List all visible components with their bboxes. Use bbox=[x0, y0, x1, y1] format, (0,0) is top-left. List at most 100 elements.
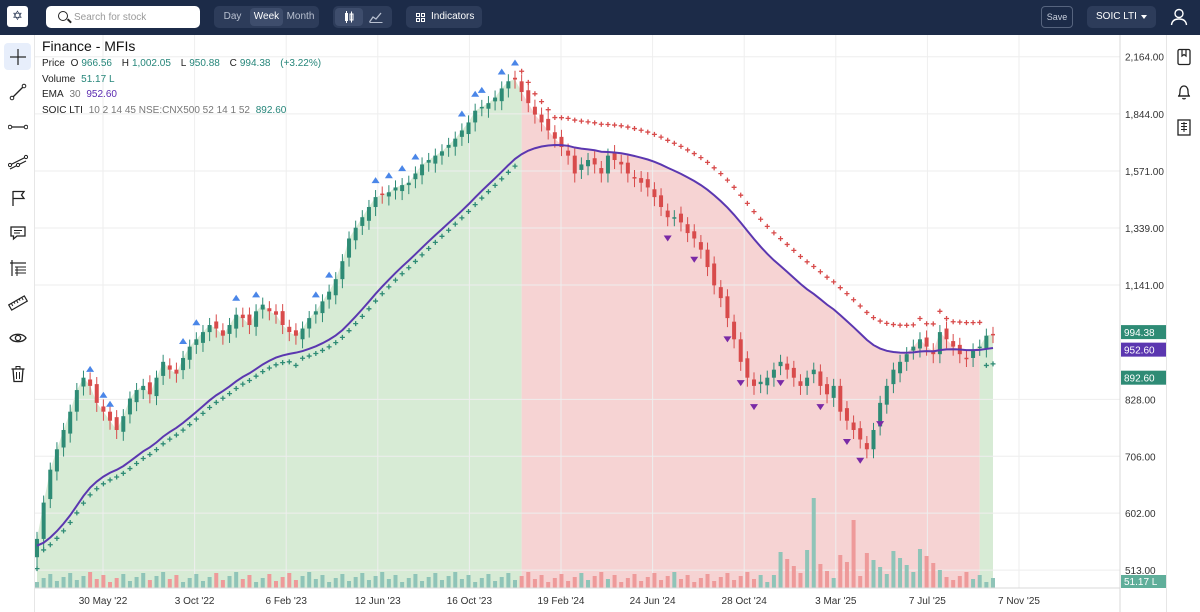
soic-cross bbox=[884, 320, 890, 326]
volume-bar bbox=[678, 579, 683, 588]
candle-body bbox=[260, 304, 265, 310]
symbol-label: SOIC LTI bbox=[1096, 11, 1137, 22]
soic-cross bbox=[738, 192, 744, 198]
timeframe-month[interactable]: Month bbox=[286, 11, 315, 22]
fibonacci-tool[interactable] bbox=[4, 254, 31, 281]
buy-arrow bbox=[371, 177, 380, 184]
volume-bar bbox=[366, 580, 371, 588]
watchlist-button[interactable] bbox=[1172, 45, 1196, 69]
soic-cross bbox=[578, 118, 584, 124]
indicators-button[interactable]: Indicators bbox=[406, 6, 482, 28]
company-info-button[interactable] bbox=[1172, 115, 1196, 139]
ema-price-tag-bg bbox=[1121, 342, 1166, 357]
bull-zone bbox=[979, 334, 993, 588]
alerts-button[interactable] bbox=[1172, 80, 1196, 104]
soic-cross bbox=[505, 169, 511, 175]
symbol-dropdown[interactable]: SOIC LTI bbox=[1087, 6, 1156, 28]
soic-cross bbox=[499, 176, 505, 182]
price-chart[interactable]: 2,164.00 1,844.00 1,571.00 1,339.00 1,141.00… bbox=[35, 35, 1166, 612]
chart-type-selector bbox=[333, 6, 392, 28]
candle-body bbox=[871, 429, 876, 450]
timeframe-day[interactable]: Day bbox=[223, 11, 242, 22]
soic-cross bbox=[193, 416, 199, 422]
close-price-tag-bg bbox=[1121, 325, 1166, 340]
save-button[interactable]: Save bbox=[1041, 6, 1073, 28]
soic-cross bbox=[585, 119, 591, 125]
volume-bar bbox=[924, 556, 929, 588]
candle-body bbox=[400, 185, 405, 192]
ruler-tool[interactable] bbox=[4, 289, 31, 316]
volume-bar bbox=[831, 578, 836, 588]
volume-bar bbox=[274, 581, 278, 588]
candle-body bbox=[586, 160, 591, 167]
timeframe-week[interactable]: Week bbox=[250, 8, 283, 26]
visibility-tool[interactable] bbox=[4, 324, 31, 351]
candle-body bbox=[752, 379, 756, 386]
candle-body bbox=[234, 314, 239, 329]
candlestick-chart-button[interactable] bbox=[335, 8, 363, 26]
close-value: 994.38 bbox=[239, 58, 271, 69]
soic-cross bbox=[439, 233, 445, 239]
search-input[interactable] bbox=[74, 9, 194, 25]
soic-cross bbox=[539, 99, 545, 105]
volume-bar bbox=[393, 575, 398, 588]
soic-cross bbox=[897, 322, 903, 328]
soic-cross bbox=[207, 405, 213, 411]
soic-cross bbox=[466, 208, 472, 214]
volume-bar bbox=[619, 582, 624, 588]
soic-cross bbox=[811, 263, 817, 269]
volume-tag: 51.17 L bbox=[1124, 577, 1158, 588]
app-logo[interactable]: ✡ bbox=[7, 6, 28, 27]
soic-cross bbox=[227, 391, 233, 397]
volume-bar bbox=[738, 576, 743, 588]
candle-body bbox=[579, 164, 584, 170]
candle-body bbox=[718, 287, 723, 299]
candle-body bbox=[991, 333, 995, 336]
soic-cross bbox=[824, 274, 830, 280]
candle-body bbox=[639, 178, 644, 183]
volume-bar bbox=[48, 574, 53, 588]
soic-cross bbox=[758, 216, 764, 222]
horizontal-line-tool[interactable] bbox=[4, 113, 31, 140]
user-account-button[interactable] bbox=[1167, 6, 1191, 28]
candle-body bbox=[227, 325, 232, 334]
volume-bar bbox=[486, 574, 491, 588]
volume-bar bbox=[88, 572, 93, 588]
search-box[interactable] bbox=[46, 6, 200, 28]
soic-cross bbox=[120, 470, 126, 476]
flag-tool[interactable] bbox=[4, 184, 31, 211]
line-chart-button[interactable] bbox=[363, 8, 391, 26]
chart-canvas[interactable]: 2,164.00 1,844.00 1,571.00 1,339.00 1,141.00… bbox=[35, 35, 1166, 612]
sell-arrow bbox=[723, 336, 732, 343]
candle-body bbox=[811, 369, 816, 375]
volume-bars bbox=[35, 498, 995, 588]
delete-tool[interactable] bbox=[4, 360, 31, 387]
price-tick-label: 1,844.00 bbox=[1125, 110, 1164, 121]
comment-tool[interactable] bbox=[4, 219, 31, 246]
candle-body bbox=[74, 390, 79, 412]
soic-cross bbox=[313, 350, 319, 356]
soic-cross bbox=[565, 115, 571, 121]
volume-bar bbox=[712, 581, 717, 588]
volume-bar bbox=[539, 575, 544, 588]
sell-arrow bbox=[690, 256, 699, 263]
volume-bar bbox=[579, 573, 584, 588]
volume-bar bbox=[94, 579, 99, 588]
soic-cross bbox=[472, 202, 478, 208]
candle-body bbox=[566, 150, 571, 156]
date-tick-label: 28 Oct '24 bbox=[722, 596, 768, 607]
candle-body bbox=[446, 144, 451, 148]
volume-bar bbox=[41, 578, 46, 588]
trend-line-tool[interactable] bbox=[4, 78, 31, 105]
channel-tool[interactable] bbox=[4, 148, 31, 175]
volume-bar bbox=[878, 567, 883, 588]
ema-legend-label: EMA bbox=[42, 89, 64, 100]
crosshair-tool[interactable] bbox=[4, 43, 31, 70]
candle-body bbox=[645, 179, 650, 188]
candle-body bbox=[333, 279, 338, 296]
soic-cross bbox=[266, 365, 272, 371]
candle-body bbox=[678, 213, 683, 223]
candle-body bbox=[937, 332, 942, 355]
candle-body bbox=[652, 189, 657, 198]
soic-cross bbox=[552, 115, 558, 121]
